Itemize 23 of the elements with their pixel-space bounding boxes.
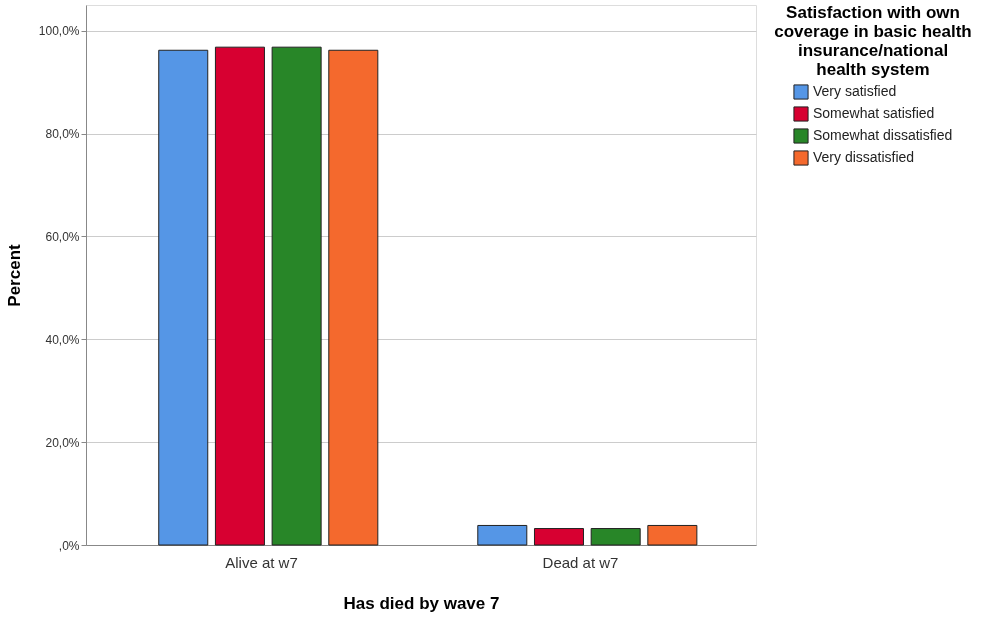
x-axis-title: Has died by wave 7 bbox=[343, 593, 500, 613]
bar bbox=[271, 46, 322, 546]
bar bbox=[477, 524, 528, 546]
bar bbox=[214, 46, 265, 546]
y-tick-label: 100,0% bbox=[38, 24, 80, 39]
bar bbox=[533, 528, 584, 546]
bar bbox=[158, 49, 209, 546]
legend-label: Very dissatisfied bbox=[813, 149, 915, 165]
bar bbox=[328, 49, 379, 546]
bar bbox=[590, 528, 641, 546]
x-tick-label: Dead at w7 bbox=[542, 553, 619, 571]
y-tick-label: 40,0% bbox=[45, 332, 80, 347]
legend-label: Very satisfied bbox=[813, 83, 897, 99]
legend-label: Somewhat dissatisfied bbox=[813, 127, 953, 143]
y-tick-label: 60,0% bbox=[45, 229, 80, 244]
x-tick-label: Alive at w7 bbox=[225, 553, 298, 571]
y-tick-label: ,0% bbox=[58, 538, 80, 553]
bar bbox=[647, 524, 698, 546]
y-axis-title: Percent bbox=[4, 243, 24, 307]
legend-title: Satisfaction with own coverage in basic health insurance/national health system bbox=[774, 3, 972, 79]
legend-label: Somewhat satisfied bbox=[813, 105, 935, 121]
y-tick-label: 20,0% bbox=[45, 435, 80, 450]
y-tick-label: 80,0% bbox=[45, 127, 80, 142]
